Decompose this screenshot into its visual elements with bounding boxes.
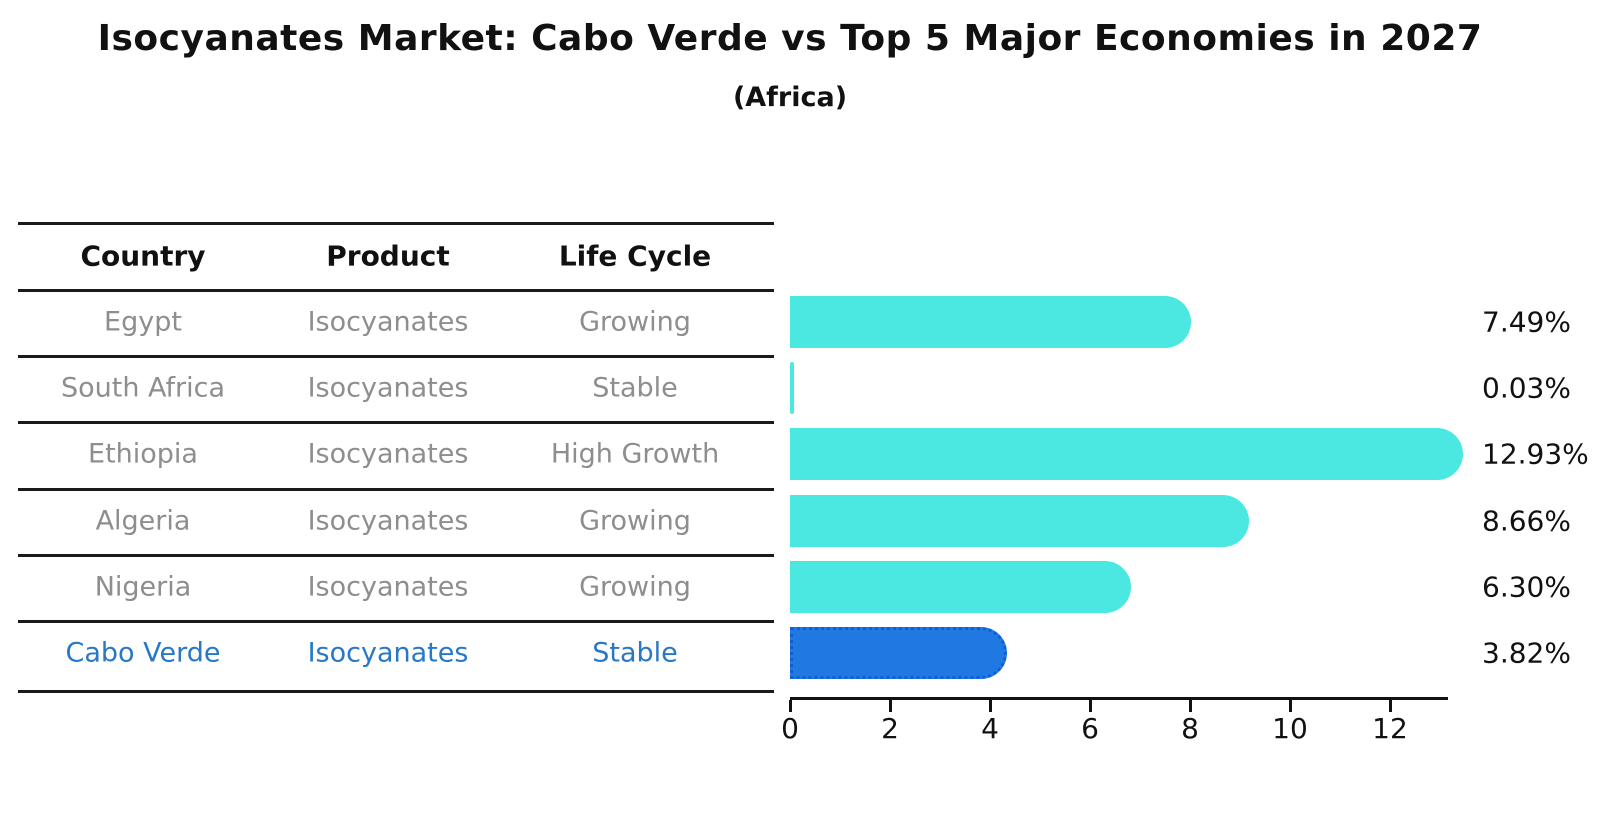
x-tick-mark bbox=[1289, 700, 1292, 712]
table-rule bbox=[18, 488, 774, 491]
x-tick-label: 10 bbox=[1272, 712, 1308, 745]
bar-ethiopia bbox=[790, 428, 1463, 480]
x-tick-mark bbox=[1089, 700, 1092, 712]
bar-algeria bbox=[790, 495, 1249, 547]
table-header-country: Country bbox=[80, 239, 206, 273]
table-cell-product-highlight: Isocyanates bbox=[307, 637, 469, 669]
x-tick-mark bbox=[789, 700, 792, 712]
x-tick-mark bbox=[1389, 700, 1392, 712]
value-label: 3.82% bbox=[1482, 636, 1571, 670]
table-cell-country: South Africa bbox=[60, 372, 226, 404]
table-rule bbox=[18, 620, 774, 623]
table-cell-country-highlight: Cabo Verde bbox=[65, 637, 221, 669]
x-tick-mark bbox=[1189, 700, 1192, 712]
table-cell-country: Ethiopia bbox=[88, 438, 198, 470]
bar-nigeria bbox=[790, 561, 1131, 613]
x-tick-label: 2 bbox=[881, 712, 899, 745]
table-cell-product: Isocyanates bbox=[307, 571, 469, 603]
value-label: 8.66% bbox=[1482, 504, 1571, 538]
x-tick-mark bbox=[989, 700, 992, 712]
page-title: Isocyanates Market: Cabo Verde vs Top 5 … bbox=[97, 18, 1483, 59]
table-cell-product: Isocyanates bbox=[307, 372, 469, 404]
page-subtitle: (Africa) bbox=[732, 82, 848, 113]
x-tick-label: 0 bbox=[781, 712, 799, 745]
x-tick-mark bbox=[889, 700, 892, 712]
table-cell-lifecycle: High Growth bbox=[550, 438, 720, 470]
table-cell-product: Isocyanates bbox=[307, 505, 469, 537]
table-cell-country: Algeria bbox=[95, 505, 191, 537]
table-rule bbox=[18, 690, 774, 693]
x-tick-label: 6 bbox=[1081, 712, 1099, 745]
table-cell-lifecycle-highlight: Stable bbox=[592, 637, 678, 669]
bar-cabo-verde-highlight bbox=[790, 627, 1007, 679]
table-cell-lifecycle: Growing bbox=[579, 306, 691, 338]
value-label: 6.30% bbox=[1482, 570, 1571, 604]
x-tick-label: 4 bbox=[981, 712, 999, 745]
table-rule bbox=[18, 355, 774, 358]
x-axis-line bbox=[790, 697, 1448, 700]
table-header-lifecycle: Life Cycle bbox=[558, 239, 712, 273]
table-cell-lifecycle: Growing bbox=[579, 505, 691, 537]
table-rule bbox=[18, 289, 774, 292]
table-header-product: Product bbox=[326, 239, 450, 273]
table-cell-lifecycle: Stable bbox=[592, 372, 678, 404]
table-cell-country: Egypt bbox=[104, 306, 182, 338]
table-rule bbox=[18, 554, 774, 557]
table-cell-product: Isocyanates bbox=[307, 438, 469, 470]
table-cell-product: Isocyanates bbox=[307, 306, 469, 338]
bar-south-africa bbox=[790, 362, 794, 414]
table-cell-country: Nigeria bbox=[94, 571, 192, 603]
table-cell-lifecycle: Growing bbox=[579, 571, 691, 603]
bar-egypt bbox=[790, 296, 1191, 348]
value-label: 12.93% bbox=[1482, 437, 1589, 471]
value-label: 0.03% bbox=[1482, 371, 1571, 405]
table-rule bbox=[18, 421, 774, 424]
value-label: 7.49% bbox=[1482, 305, 1571, 339]
x-tick-label: 12 bbox=[1372, 712, 1408, 745]
table-rule bbox=[18, 222, 774, 225]
x-tick-label: 8 bbox=[1181, 712, 1199, 745]
